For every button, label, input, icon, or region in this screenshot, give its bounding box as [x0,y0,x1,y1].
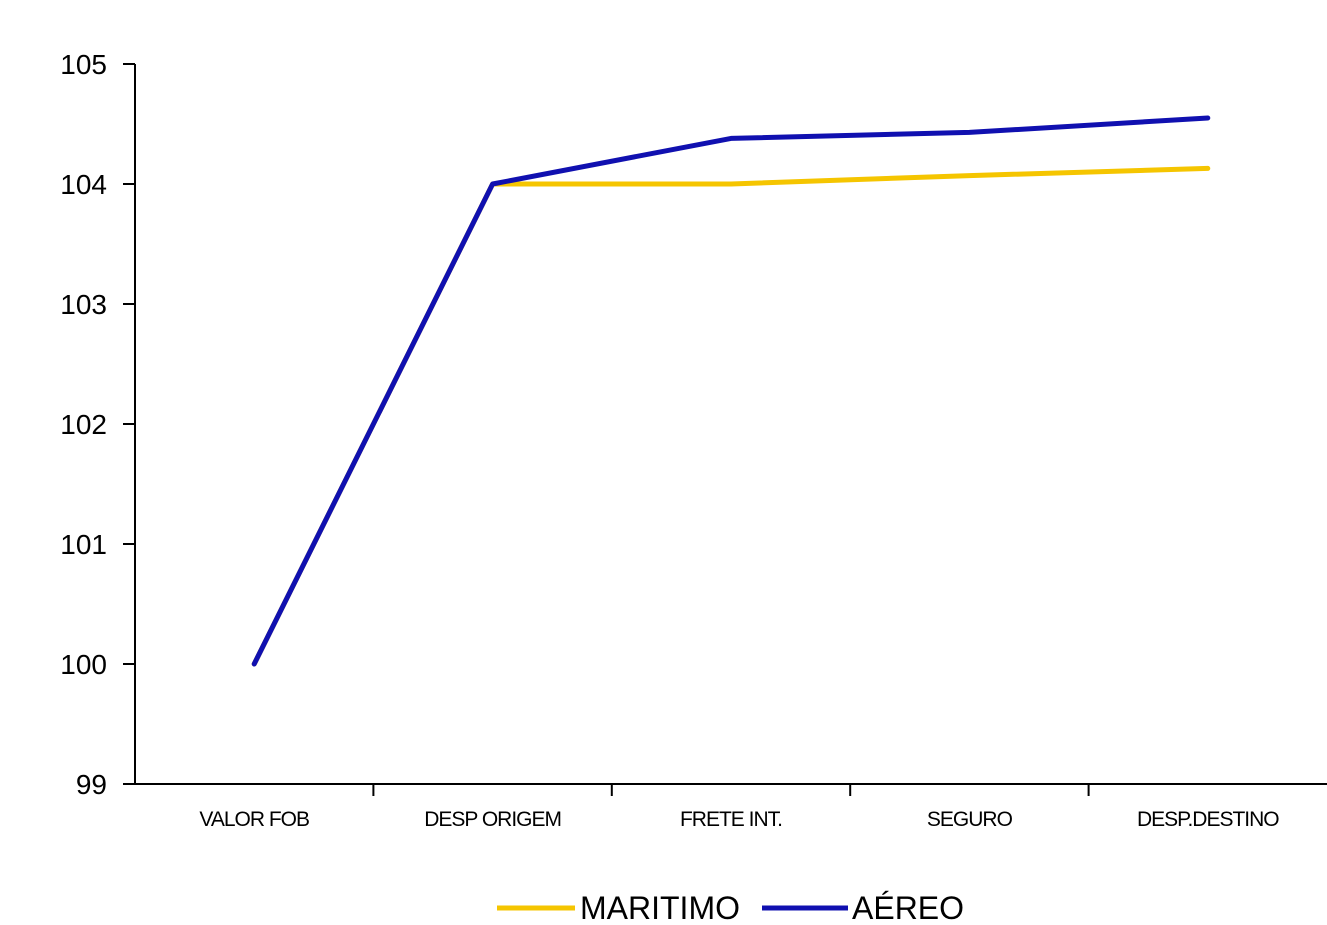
x-tick-label: SEGURO [927,808,1013,831]
legend-label: MARITIMO [580,890,740,925]
x-tick-label: DESP.DESTINO [1137,808,1279,831]
y-tick-label: 103 [60,289,107,320]
legend: MARITIMO AÉREO [497,890,964,925]
legend-label: AÉREO [852,890,964,925]
chart-axes [123,64,1327,796]
series-lines [254,118,1208,664]
y-tick-labels: 99 100 101 102 103 104 105 [60,49,107,800]
x-tick-label: FRETE INT. [680,808,782,831]
x-tick-label: VALOR FOB [199,808,309,831]
series-line-1 [254,118,1208,664]
y-tick-label: 100 [60,649,107,680]
x-tick-labels: VALOR FOB DESP ORIGEM FRETE INT. SEGURO DESP… [199,808,1279,831]
y-tick-label: 105 [60,49,107,80]
series-line-0 [254,168,1208,664]
y-tick-label: 101 [60,529,107,560]
y-tick-label: 102 [60,409,107,440]
y-tick-label: 99 [76,769,107,800]
y-tick-label: 104 [60,169,107,200]
x-tick-label: DESP ORIGEM [424,808,561,831]
